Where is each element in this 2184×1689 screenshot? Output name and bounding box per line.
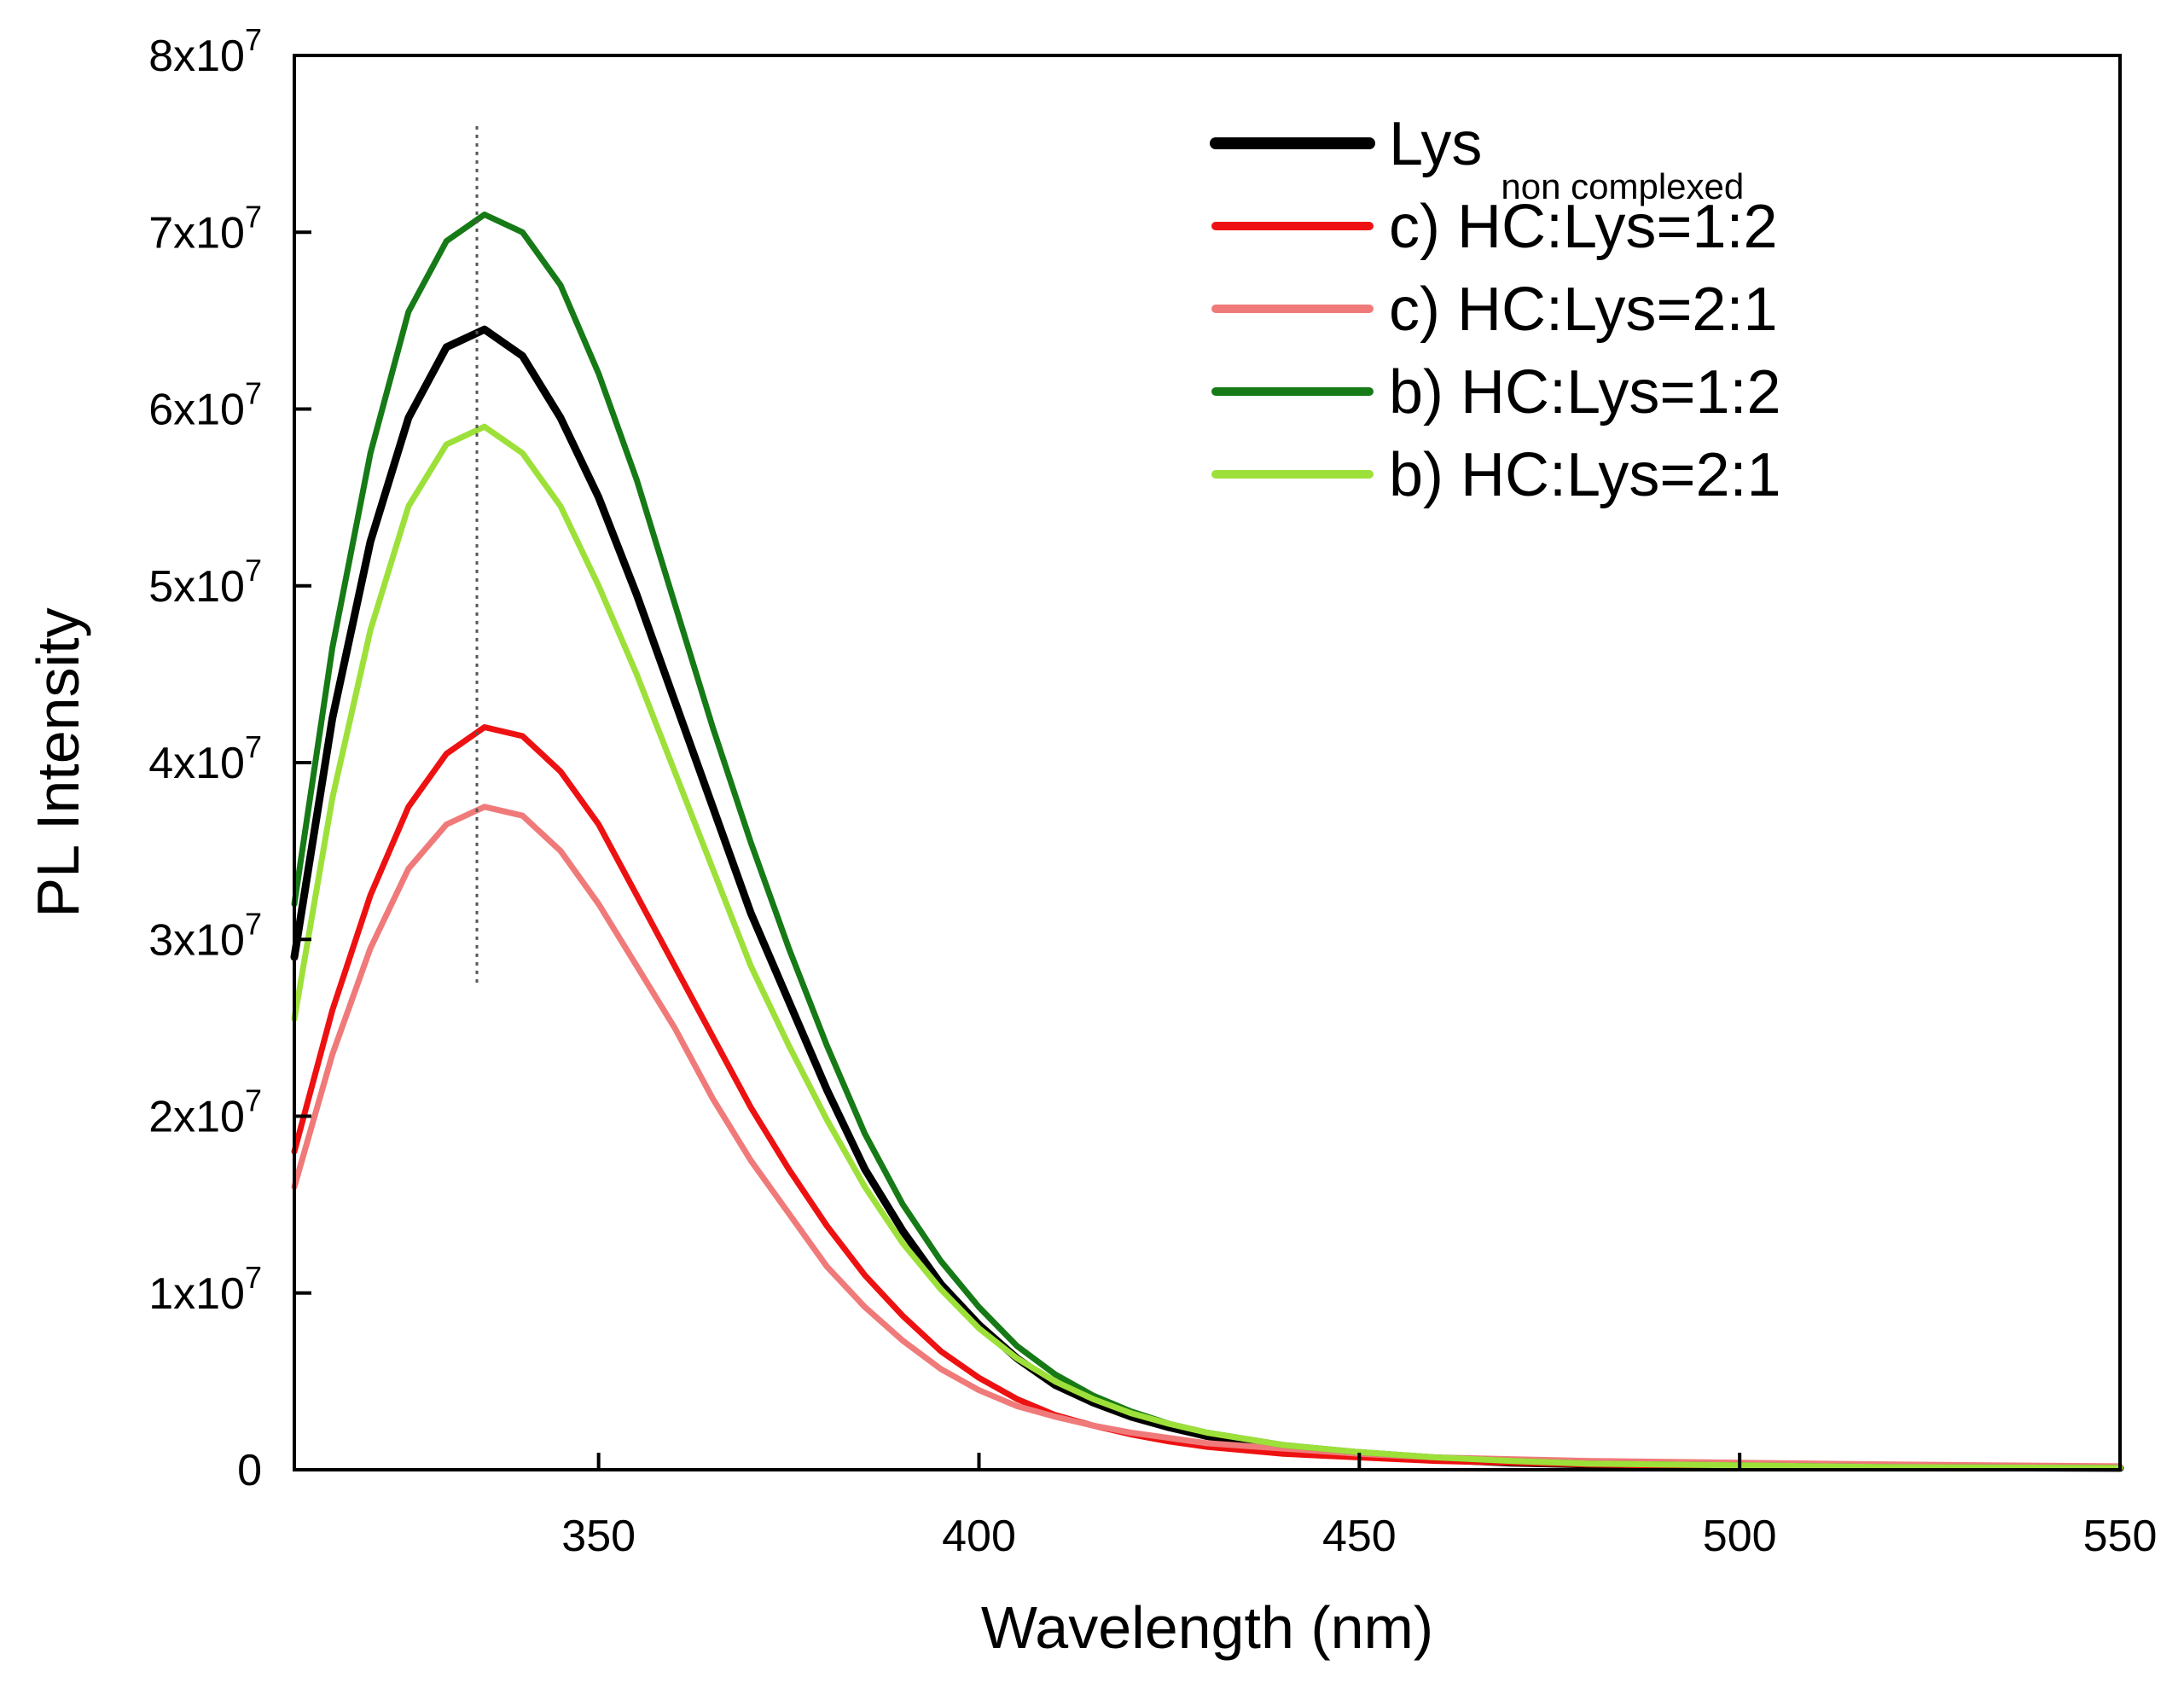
y-tick-label: 2x107	[148, 1083, 262, 1142]
y-tick-label: 0	[237, 1446, 262, 1495]
legend-label-2: c) HC:Lys=2:1	[1389, 276, 1777, 344]
y-tick-label: 6x107	[148, 376, 262, 435]
series-line-3	[291, 212, 2123, 1471]
series-line-4	[291, 423, 2123, 1471]
y-axis-title: PL Intensity	[25, 607, 91, 917]
y-tick-label: 3x107	[148, 906, 262, 965]
x-axis-title: Wavelength (nm)	[981, 1594, 1433, 1661]
y-tick-label: 8x107	[148, 22, 262, 81]
series-line-2	[291, 804, 2123, 1470]
plot-area-frame	[293, 54, 2122, 1471]
series-lines	[290, 212, 2124, 1472]
y-tick-label: 7x107	[148, 199, 262, 258]
legend-label-0: Lysnon complexed	[1389, 110, 1744, 206]
legend-label-4: b) HC:Lys=2:1	[1389, 441, 1781, 509]
series-line-0	[290, 325, 2124, 1472]
x-tick-label: 450	[1322, 1512, 1397, 1561]
x-tick-label: 400	[942, 1512, 1016, 1561]
legend-label-3: b) HC:Lys=1:2	[1389, 358, 1781, 427]
x-tick-label: 350	[561, 1512, 636, 1561]
legend-label-1: c) HC:Lys=1:2	[1389, 193, 1777, 261]
y-tick-label: 5x107	[148, 553, 262, 612]
y-tick-label: 1x107	[148, 1260, 262, 1319]
x-axis-ticks: 350 400 450 500 550	[561, 1453, 2157, 1561]
y-axis-ticks: 0 1x107 2x107 3x107 4x107 5x107 6x107 7x107 8x10…	[148, 22, 311, 1495]
x-tick-label: 500	[1703, 1512, 1777, 1561]
series-line-1	[291, 724, 2123, 1471]
y-tick-label: 4x107	[148, 729, 262, 788]
x-tick-label: 550	[2083, 1512, 2158, 1561]
